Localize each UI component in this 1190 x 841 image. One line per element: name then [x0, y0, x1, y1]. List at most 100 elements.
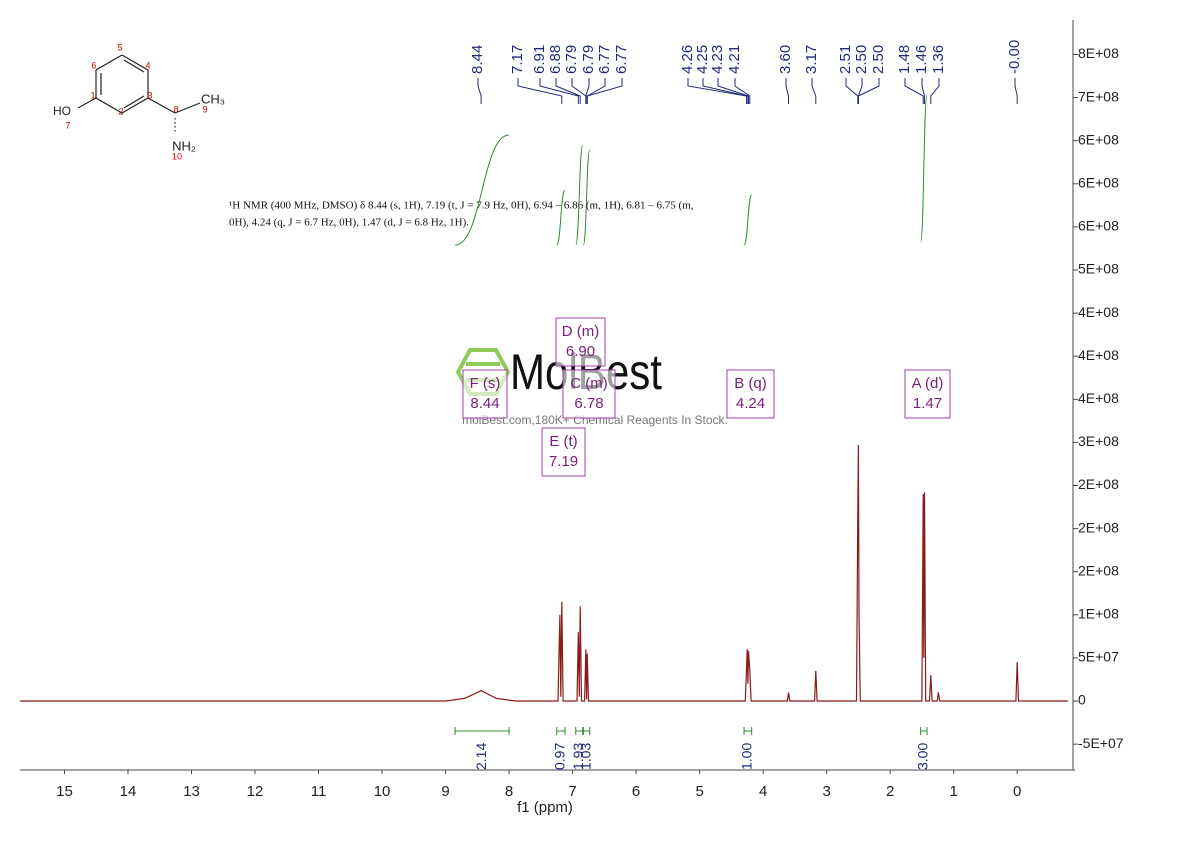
atom-label: 10 — [172, 151, 182, 161]
atom-label: 6 — [91, 60, 96, 70]
y-tick-label: 7E+08 — [1078, 88, 1119, 104]
x-tick-label: 1 — [950, 783, 958, 800]
integral-bracket — [582, 727, 591, 735]
y-tick-label: 6E+08 — [1078, 218, 1119, 234]
atom-label: 5 — [117, 42, 122, 52]
x-tick-label: 6 — [632, 783, 640, 800]
multiplet-box — [562, 369, 616, 419]
y-tick-label: 2E+08 — [1078, 562, 1119, 578]
peak-leader — [477, 78, 482, 104]
integral-label: 1.03 — [577, 743, 593, 770]
x-tick-label: 10 — [374, 783, 391, 800]
peak-leader — [785, 78, 789, 104]
peak-leader — [717, 78, 749, 104]
peak-label: 2.51 — [837, 45, 854, 74]
y-tick-label: 5E+07 — [1078, 649, 1119, 665]
peak-label: 3.17 — [803, 45, 820, 74]
multiplet-shift: 1.47 — [913, 395, 942, 412]
integral-label: 1.00 — [739, 743, 755, 770]
x-tick-label: 0 — [1013, 783, 1021, 800]
y-tick-label: 3E+08 — [1078, 433, 1119, 449]
peak-leader — [811, 78, 817, 104]
x-tick-label: 3 — [822, 783, 830, 800]
y-tick-label: 2E+08 — [1078, 519, 1119, 535]
peak-label: 6.77 — [596, 45, 613, 74]
multiplet-shift: 6.78 — [574, 395, 603, 412]
y-tick-label: 5E+08 — [1078, 261, 1119, 277]
integral-curve — [455, 134, 510, 246]
peak-label: 6.79 — [580, 45, 597, 74]
y-tick-label: 8E+08 — [1078, 45, 1119, 61]
atom-label: 9 — [202, 104, 207, 114]
multiplet-label: A (d) — [912, 375, 944, 392]
x-axis-title: f1 (ppm) — [517, 799, 573, 816]
atom-label: 7 — [65, 120, 70, 130]
peak-label: 3.60 — [777, 45, 794, 74]
integral-bracket — [920, 727, 928, 735]
integral-bracket — [743, 727, 753, 735]
x-tick-label: 9 — [441, 783, 449, 800]
integral-label: 1.93 — [570, 743, 586, 770]
atom-label: HO — [53, 104, 71, 118]
peak-label: 8.44 — [469, 45, 486, 74]
x-tick-label: 5 — [695, 783, 703, 800]
atom-label: 3 — [147, 90, 152, 100]
x-tick-label: 12 — [247, 783, 264, 800]
integral-curve — [582, 149, 591, 246]
integral-bracket — [454, 727, 510, 735]
peak-labels: 8.44 7.17 6.91 6.88 6.79 6.79 6.77 6.77 4.264.25… — [469, 40, 1023, 104]
peak-label: 6.79 — [563, 45, 580, 74]
multiplet-shift: 6.90 — [566, 343, 595, 360]
multiplet-box — [541, 427, 586, 477]
description-line: 0H), 4.24 (q, J = 6.7 Hz, 0H), 1.47 (d, … — [229, 217, 469, 229]
multiplet-label: B (q) — [734, 375, 767, 392]
peak-leader — [586, 78, 623, 104]
peak-label: 6.88 — [547, 45, 564, 74]
multiplet-label: F (s) — [470, 375, 501, 392]
peak-leader — [571, 78, 587, 104]
multiplet-box — [462, 369, 508, 419]
multiplet-label: D (m) — [562, 323, 600, 340]
multiplet-shift: 7.19 — [549, 453, 578, 470]
peak-leader — [687, 78, 748, 104]
y-tick-label: 4E+08 — [1078, 304, 1119, 320]
integral-bracket — [575, 727, 584, 735]
atom-label: 2 — [118, 106, 123, 116]
y-tick-label: 1E+08 — [1078, 606, 1119, 622]
y-tick-label: 4E+08 — [1078, 390, 1119, 406]
multiplet-box — [904, 369, 951, 419]
integral-curve — [556, 189, 566, 246]
spectrum — [20, 444, 1068, 702]
atom-label: 8 — [173, 104, 178, 114]
peak-leader — [904, 78, 924, 104]
peak-label: 4.21 — [726, 45, 743, 74]
peak-label: 6.91 — [531, 45, 548, 74]
peak-leader — [921, 78, 925, 104]
x-tick-label: 14 — [120, 783, 137, 800]
peak-label: 4.26 — [679, 45, 696, 74]
multiplet-box — [555, 317, 606, 367]
y-tick-label: 2E+08 — [1078, 476, 1119, 492]
integral-curve — [920, 94, 928, 243]
integral-curve — [575, 144, 584, 246]
y-tick-label: 0 — [1078, 692, 1086, 708]
integral-label: 3.00 — [915, 743, 931, 770]
peak-leader — [517, 78, 563, 104]
peak-leader — [1014, 78, 1018, 104]
integral-label: 0.97 — [552, 743, 568, 770]
integral-bracket — [556, 727, 566, 735]
atom-label: 1 — [90, 90, 95, 100]
multiplet-label: E (t) — [549, 433, 577, 450]
peak-label: 2.50 — [853, 45, 870, 74]
x-tick-label: 7 — [568, 783, 576, 800]
x-tick-label: 8 — [505, 783, 513, 800]
integral-curve — [743, 194, 753, 246]
atom-label: NH₂ — [172, 138, 196, 153]
description-line: ¹H NMR (400 MHz, DMSO) δ 8.44 (s, 1H), 7… — [229, 200, 694, 212]
multiplet-shift: 4.24 — [736, 395, 765, 412]
y-tick-label: 6E+08 — [1078, 174, 1119, 190]
peak-leader — [585, 78, 590, 104]
peak-leader — [857, 78, 880, 104]
peak-leader — [586, 78, 606, 104]
peak-label: 1.46 — [913, 45, 930, 74]
